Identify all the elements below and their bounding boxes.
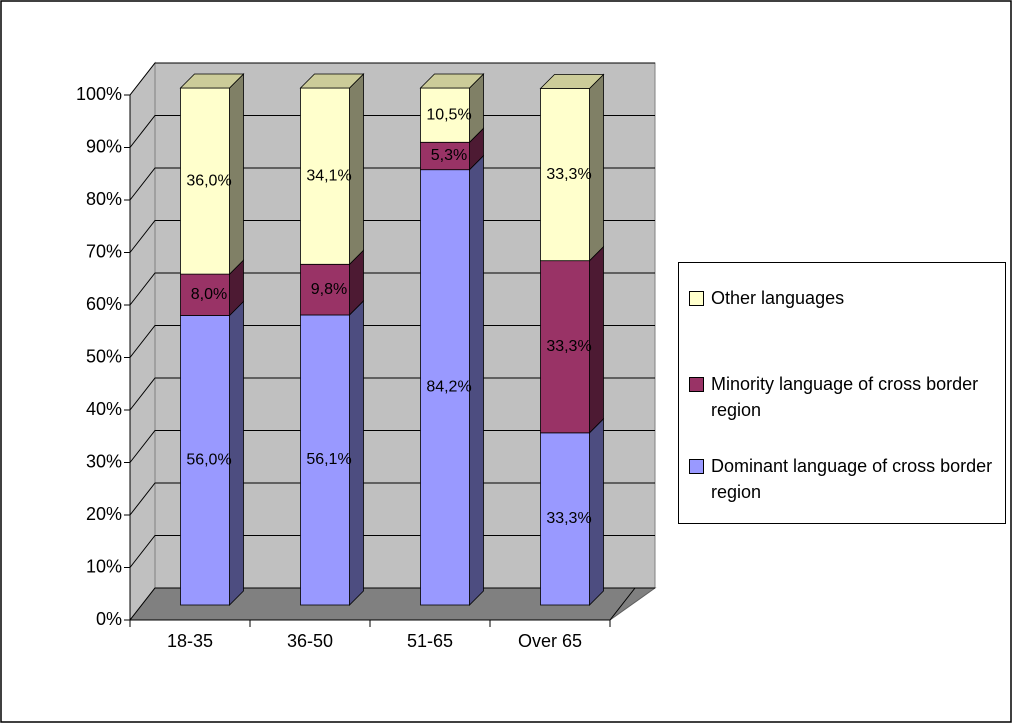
bar — [300, 314, 350, 606]
value-label: 33,3% — [546, 510, 591, 527]
legend-item: Dominant language of cross border region — [689, 453, 1013, 505]
value-label: 34,1% — [306, 167, 351, 184]
bar — [180, 273, 230, 316]
grid-line — [129, 482, 655, 516]
bar-top — [539, 74, 605, 89]
y-tick-label: 10% — [86, 556, 122, 576]
grid-line — [129, 377, 655, 411]
y-tick-label: 0% — [96, 609, 122, 629]
grid-line — [129, 115, 655, 148]
value-label: 9,8% — [311, 281, 347, 298]
y-tick-label: 100% — [76, 84, 122, 104]
bar — [540, 260, 590, 434]
bar — [180, 315, 230, 606]
grid-line — [129, 587, 655, 621]
bar — [180, 87, 230, 275]
value-label: 33,3% — [546, 338, 591, 355]
legend: Other languages Minority language of cros… — [678, 262, 1006, 524]
grid-line — [129, 272, 655, 306]
legend-item: Minority language of cross border region — [689, 371, 1013, 423]
bar-top — [179, 73, 245, 89]
value-label: 84,2% — [426, 379, 471, 396]
value-label: 8,0% — [191, 286, 227, 303]
grid-line — [129, 325, 655, 358]
legend-swatch — [689, 459, 704, 474]
y-tick-label: 90% — [86, 136, 122, 156]
y-tick-label: 70% — [86, 241, 122, 261]
x-tick-label: 36-50 — [287, 631, 333, 651]
value-label: 56,0% — [186, 451, 231, 468]
bar-top — [299, 73, 365, 89]
grid-line — [129, 62, 655, 96]
y-tick-label: 20% — [86, 504, 122, 524]
y-tick-label: 30% — [86, 451, 122, 471]
legend-item: Other languages — [689, 285, 1013, 311]
x-tick-label: 51-65 — [407, 631, 453, 651]
value-label: 36,0% — [186, 172, 231, 189]
bar — [300, 87, 350, 265]
value-label: 56,1% — [306, 451, 351, 468]
value-label: 10,5% — [426, 106, 471, 123]
legend-swatch — [689, 291, 704, 306]
bar — [420, 141, 470, 171]
grid-line — [129, 430, 655, 463]
x-tick-label: Over 65 — [518, 631, 582, 651]
x-tick-label: 18-35 — [167, 631, 213, 651]
legend-label: Other languages — [711, 288, 845, 308]
grid-line — [129, 167, 655, 201]
value-label: 33,3% — [546, 166, 591, 183]
y-tick-label: 80% — [86, 189, 122, 209]
y-tick-label: 40% — [86, 399, 122, 419]
y-tick-label: 50% — [86, 346, 122, 366]
legend-swatch — [689, 377, 704, 392]
grid-line — [129, 535, 655, 568]
bar — [540, 432, 590, 606]
bar — [420, 169, 470, 606]
y-tick-label: 60% — [86, 294, 122, 314]
legend-label: Dominant language of cross border region — [711, 456, 993, 502]
legend-label: Minority language of cross border region — [711, 374, 979, 420]
grid-line — [129, 220, 655, 253]
value-label: 5,3% — [431, 147, 467, 164]
bar — [300, 263, 350, 316]
bar-top — [419, 73, 485, 89]
